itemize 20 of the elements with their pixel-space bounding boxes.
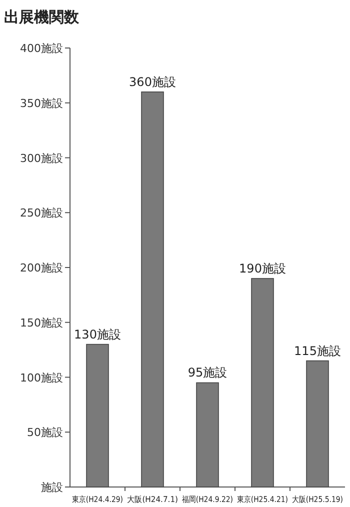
- data-label: 190施設: [239, 261, 286, 276]
- y-tick-label: 300施設: [20, 152, 63, 165]
- y-tick-label: 200施設: [20, 262, 63, 274]
- y-tick-label: 100施設: [20, 371, 63, 384]
- y-tick-label: 150施設: [20, 316, 63, 330]
- y-tick-label: 400施設: [20, 42, 63, 55]
- data-label: 360施設: [129, 74, 176, 89]
- bar: [306, 360, 329, 488]
- bar: [196, 382, 219, 488]
- bar: [141, 92, 164, 488]
- y-tick-label: 250施設: [20, 206, 63, 220]
- bar: [251, 278, 274, 488]
- y-tick-label: 施設: [41, 481, 63, 494]
- y-tick-label: 50施設: [27, 426, 63, 440]
- data-label: 115施設: [294, 344, 341, 358]
- data-label: 95施設: [188, 366, 228, 380]
- bar: [86, 344, 109, 488]
- chart-title: 出展機関数: [4, 8, 80, 26]
- data-label: 130施設: [74, 327, 121, 342]
- y-tick-label: 350施設: [20, 96, 63, 110]
